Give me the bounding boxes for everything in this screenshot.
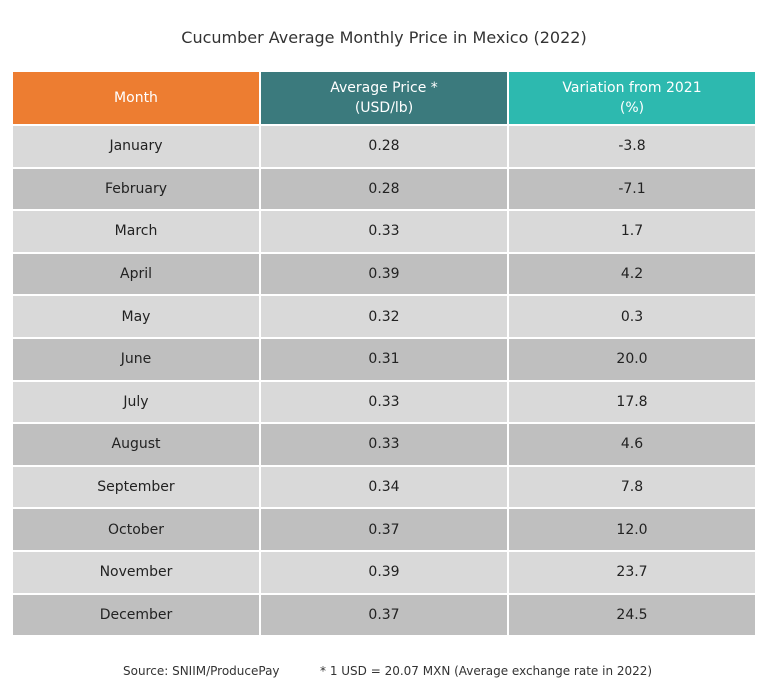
table-cell: 0.37 [259,507,509,552]
header-line: Average Price * [330,80,438,96]
header-cell: Variation from 2021 (%) [507,70,757,126]
table-row: June 0.31 20.0 [11,336,757,382]
table-row: August 0.33 4.6 [11,422,757,467]
table-row: May 0.32 0.3 [11,294,757,339]
table-cell: September [11,464,261,510]
table-row: September 0.34 7.8 [11,464,757,510]
table-row: December 0.37 24.5 [11,592,757,638]
table-cell: 12.0 [507,507,757,552]
table-cell: 4.2 [507,251,757,297]
table-row: January 0.28 -3.8 [11,124,757,169]
table-cell: 1.7 [507,209,757,254]
table-cell: 0.39 [259,251,509,297]
table-cell: -3.8 [507,124,757,169]
header-line: Month [114,90,158,106]
table-row: March 0.33 1.7 [11,209,757,254]
table-cell: 17.8 [507,379,757,425]
table-cell: May [11,294,261,339]
table-cell: 4.6 [507,422,757,467]
table-row: July 0.33 17.8 [11,379,757,425]
price-table: Month Average Price * (USD/lb) Variation fr… [11,70,757,638]
table-cell: 0.32 [259,294,509,339]
table-cell: July [11,379,261,425]
table-cell: 24.5 [507,592,757,638]
title: Cucumber Average Monthly Price in Mexico… [181,28,587,47]
table-cell: -7.1 [507,166,757,212]
table-row: October 0.37 12.0 [11,507,757,552]
table-row: April 0.39 4.2 [11,251,757,297]
header-cell: Month [11,70,261,126]
table-cell: 20.0 [507,336,757,382]
header-line: (%) [619,100,645,116]
table-cell: October [11,507,261,552]
header-cell: Average Price * (USD/lb) [259,70,509,126]
header-line: Variation from 2021 [562,80,702,96]
table-cell: 0.33 [259,379,509,425]
table-cell: August [11,422,261,467]
table-cell: April [11,251,261,297]
table-cell: 0.28 [259,166,509,212]
table-cell: January [11,124,261,169]
table-row: February 0.28 -7.1 [11,166,757,212]
table-cell: March [11,209,261,254]
table-row: November 0.39 23.7 [11,549,757,595]
table-cell: 0.37 [259,592,509,638]
table-cell: 0.28 [259,124,509,169]
table-body: January 0.28 -3.8 February 0.28 -7.1 March 0.33… [11,124,757,638]
table-cell: 0.39 [259,549,509,595]
table-cell: 0.3 [507,294,757,339]
table-cell: 0.33 [259,422,509,467]
table-cell: December [11,592,261,638]
header-line: (USD/lb) [354,100,414,116]
source: Source: SNIIM/ProducePay [123,664,280,678]
header-row: Month Average Price * (USD/lb) Variation fr… [11,70,757,126]
table-cell: 0.31 [259,336,509,382]
table-cell: November [11,549,261,595]
table-cell: 0.34 [259,464,509,510]
table-cell: 0.33 [259,209,509,254]
table-cell: 23.7 [507,549,757,595]
note: * 1 USD = 20.07 MXN (Average exchange ra… [320,664,653,678]
table-cell: June [11,336,261,382]
table-cell: 7.8 [507,464,757,510]
table-cell: February [11,166,261,212]
